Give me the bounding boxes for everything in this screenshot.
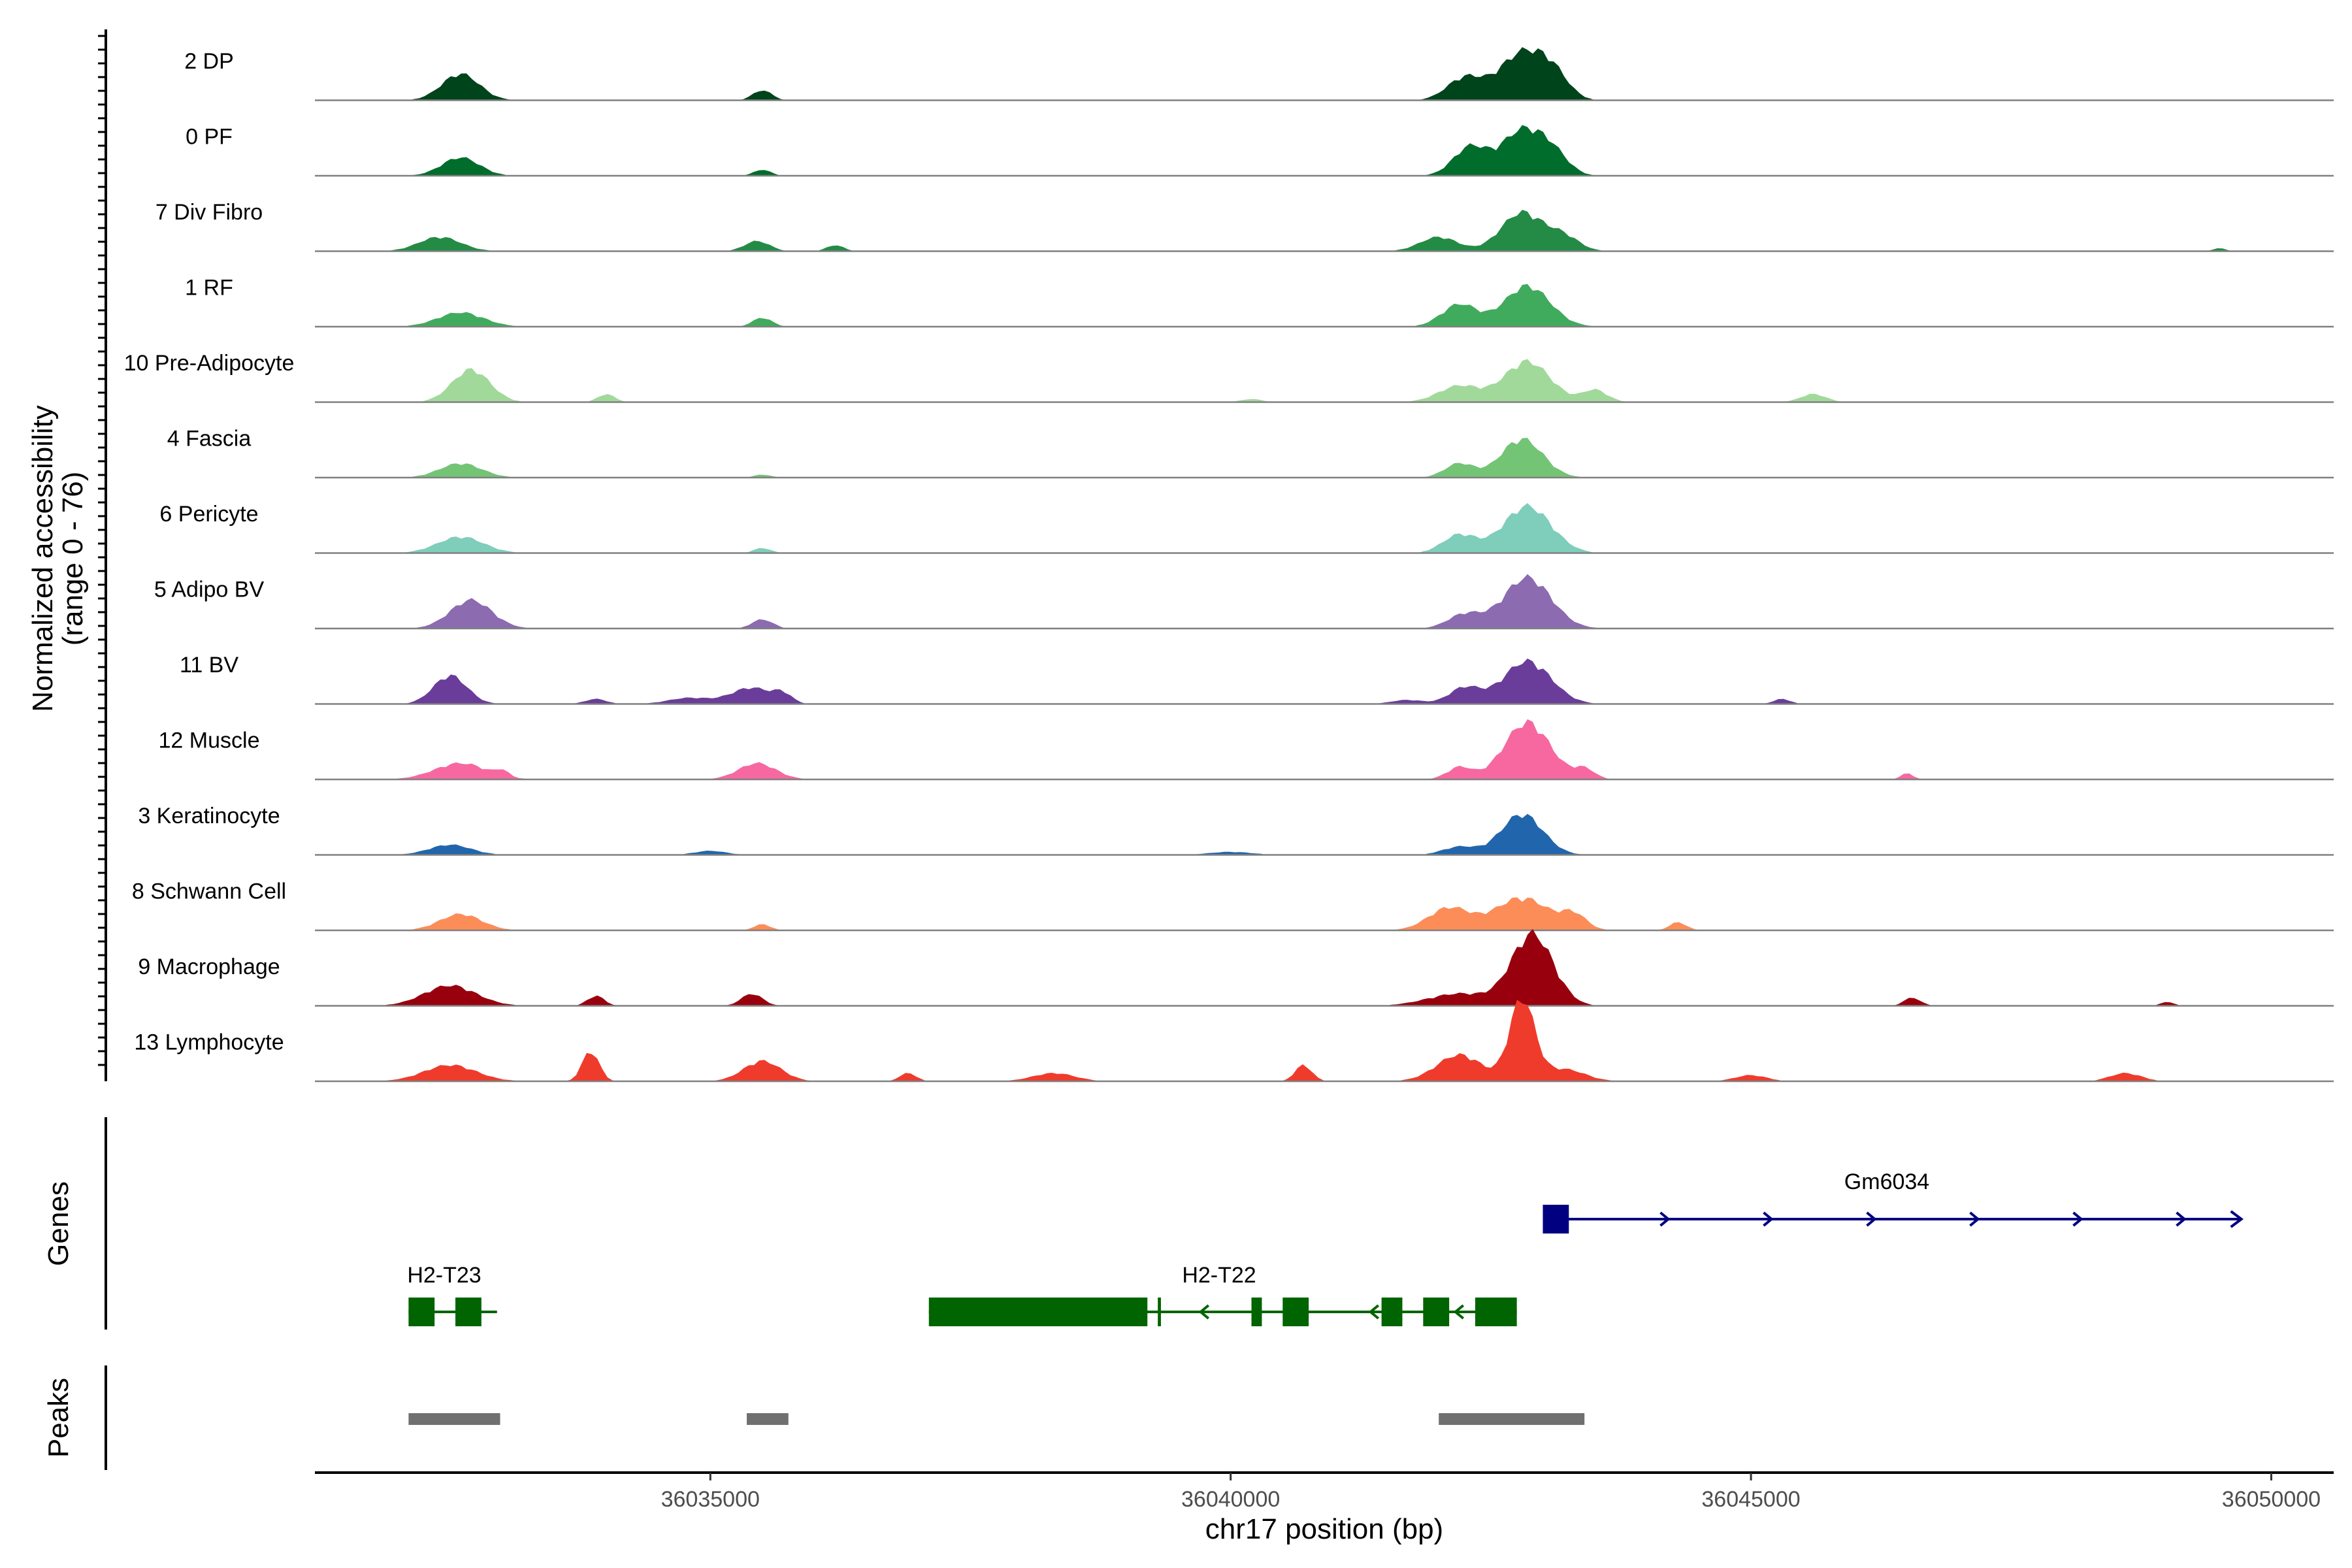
coverage-area — [315, 658, 2334, 704]
track-label: 5 Adipo BV — [154, 578, 265, 602]
gene-name: H2-T22 — [1182, 1263, 1256, 1288]
gene-name: Gm6034 — [1844, 1169, 1929, 1194]
strand-arrow — [1659, 1211, 1671, 1227]
coverage-track: 13 Lymphocyte — [134, 1000, 2334, 1083]
peaks-track — [408, 1413, 1585, 1425]
gene-exon — [1475, 1298, 1517, 1326]
track-label: 9 Macrophage — [138, 955, 280, 979]
coverage-area — [315, 1000, 2334, 1081]
coverage-area — [315, 47, 2334, 101]
strand-arrow — [1763, 1211, 1774, 1227]
peak-region — [747, 1413, 789, 1425]
coverage-area — [315, 210, 2334, 252]
coverage-area — [315, 359, 2334, 402]
peak-region — [1439, 1413, 1585, 1425]
coverage-track: 2 DP — [184, 47, 2334, 101]
gene: H2-T23 — [407, 1263, 497, 1326]
coverage-area — [315, 719, 2334, 779]
strand-arrow — [2176, 1211, 2187, 1227]
strand-arrow — [1969, 1211, 1980, 1227]
coverage-track: 11 BV — [180, 653, 2334, 705]
gene-exon — [1543, 1205, 1569, 1233]
track-label: 12 Muscle — [159, 728, 260, 753]
gene-exon — [1158, 1298, 1161, 1326]
coverage-track: 3 Keratinocyte — [138, 804, 2334, 856]
x-axis-ticks: 36035000 36040000 36045000 36050000 — [661, 1473, 2321, 1512]
track-label: 2 DP — [184, 49, 234, 74]
x-tick-label: 36035000 — [661, 1487, 760, 1512]
track-label: 11 BV — [180, 653, 238, 678]
coverage-track: 10 Pre-Adipocyte — [124, 351, 2334, 403]
gene-name: H2-T23 — [407, 1263, 481, 1288]
x-tick-label: 36050000 — [2222, 1487, 2321, 1512]
coverage-track: 7 Div Fibro — [155, 200, 2334, 252]
coverage-track: 5 Adipo BV — [154, 574, 2334, 630]
coverage-track: 12 Muscle — [159, 719, 2334, 781]
strand-arrow — [1198, 1304, 1210, 1320]
gene: Gm6034 — [1543, 1169, 2244, 1233]
strand-arrow — [1368, 1304, 1380, 1320]
gene-exon — [408, 1298, 435, 1326]
x-tick-label: 36045000 — [1701, 1487, 1800, 1512]
coverage-area — [315, 813, 2334, 855]
gene: H2-T22 — [928, 1263, 1517, 1326]
coverage-area — [315, 574, 2334, 629]
gene-exon — [1282, 1298, 1309, 1326]
coverage-track: 9 Macrophage — [138, 928, 2334, 1007]
coverage-track: 0 PF — [186, 125, 2334, 177]
coverage-track: 4 Fascia — [167, 427, 2334, 479]
coverage-area — [315, 503, 2334, 553]
track-label: 4 Fascia — [167, 427, 252, 451]
genes-track: Gm6034 H2-T23 H2-T22 — [407, 1169, 2244, 1326]
strand-arrow — [2072, 1211, 2083, 1227]
track-label: 6 Pericyte — [159, 502, 258, 527]
genes-track-label: Genes — [42, 1181, 74, 1266]
coverage-area — [315, 438, 2334, 478]
x-tick-label: 36040000 — [1181, 1487, 1280, 1512]
coverage-area — [315, 284, 2334, 327]
y-axis-label: Normalized accessibility — [27, 405, 59, 711]
coverage-area — [315, 897, 2334, 930]
track-label: 7 Div Fibro — [155, 200, 263, 225]
track-label: 1 RF — [185, 276, 233, 301]
gene-exon — [1381, 1298, 1403, 1326]
x-axis-label: chr17 position (bp) — [1205, 1513, 1443, 1545]
coverage-area — [315, 928, 2334, 1006]
coverage-track: 8 Schwann Cell — [132, 879, 2334, 932]
peaks-track-label: Peaks — [42, 1378, 74, 1458]
track-label: 0 PF — [186, 125, 233, 150]
strand-arrow — [1866, 1211, 1877, 1227]
peak-region — [408, 1413, 500, 1425]
coverage-track: 1 RF — [185, 276, 2334, 328]
strand-arrow — [2230, 1210, 2244, 1228]
coverage-tracks: 2 DP 0 PF 7 Div Fibro 1 RF 10 Pre-Adipocyte 4… — [124, 47, 2334, 1083]
coverage-track: 6 Pericyte — [159, 502, 2334, 554]
track-label: 8 Schwann Cell — [132, 879, 286, 904]
gene-exon — [928, 1298, 1148, 1326]
strand-arrow — [1453, 1304, 1465, 1320]
coverage-area — [315, 125, 2334, 176]
track-label: 10 Pre-Adipocyte — [124, 351, 295, 376]
track-label: 13 Lymphocyte — [134, 1030, 284, 1055]
y-axis-range-label: (range 0 - 76) — [57, 472, 89, 646]
track-label: 3 Keratinocyte — [138, 804, 280, 828]
gene-exon — [1251, 1298, 1262, 1326]
gene-exon — [455, 1298, 482, 1326]
gene-exon — [1423, 1298, 1450, 1326]
